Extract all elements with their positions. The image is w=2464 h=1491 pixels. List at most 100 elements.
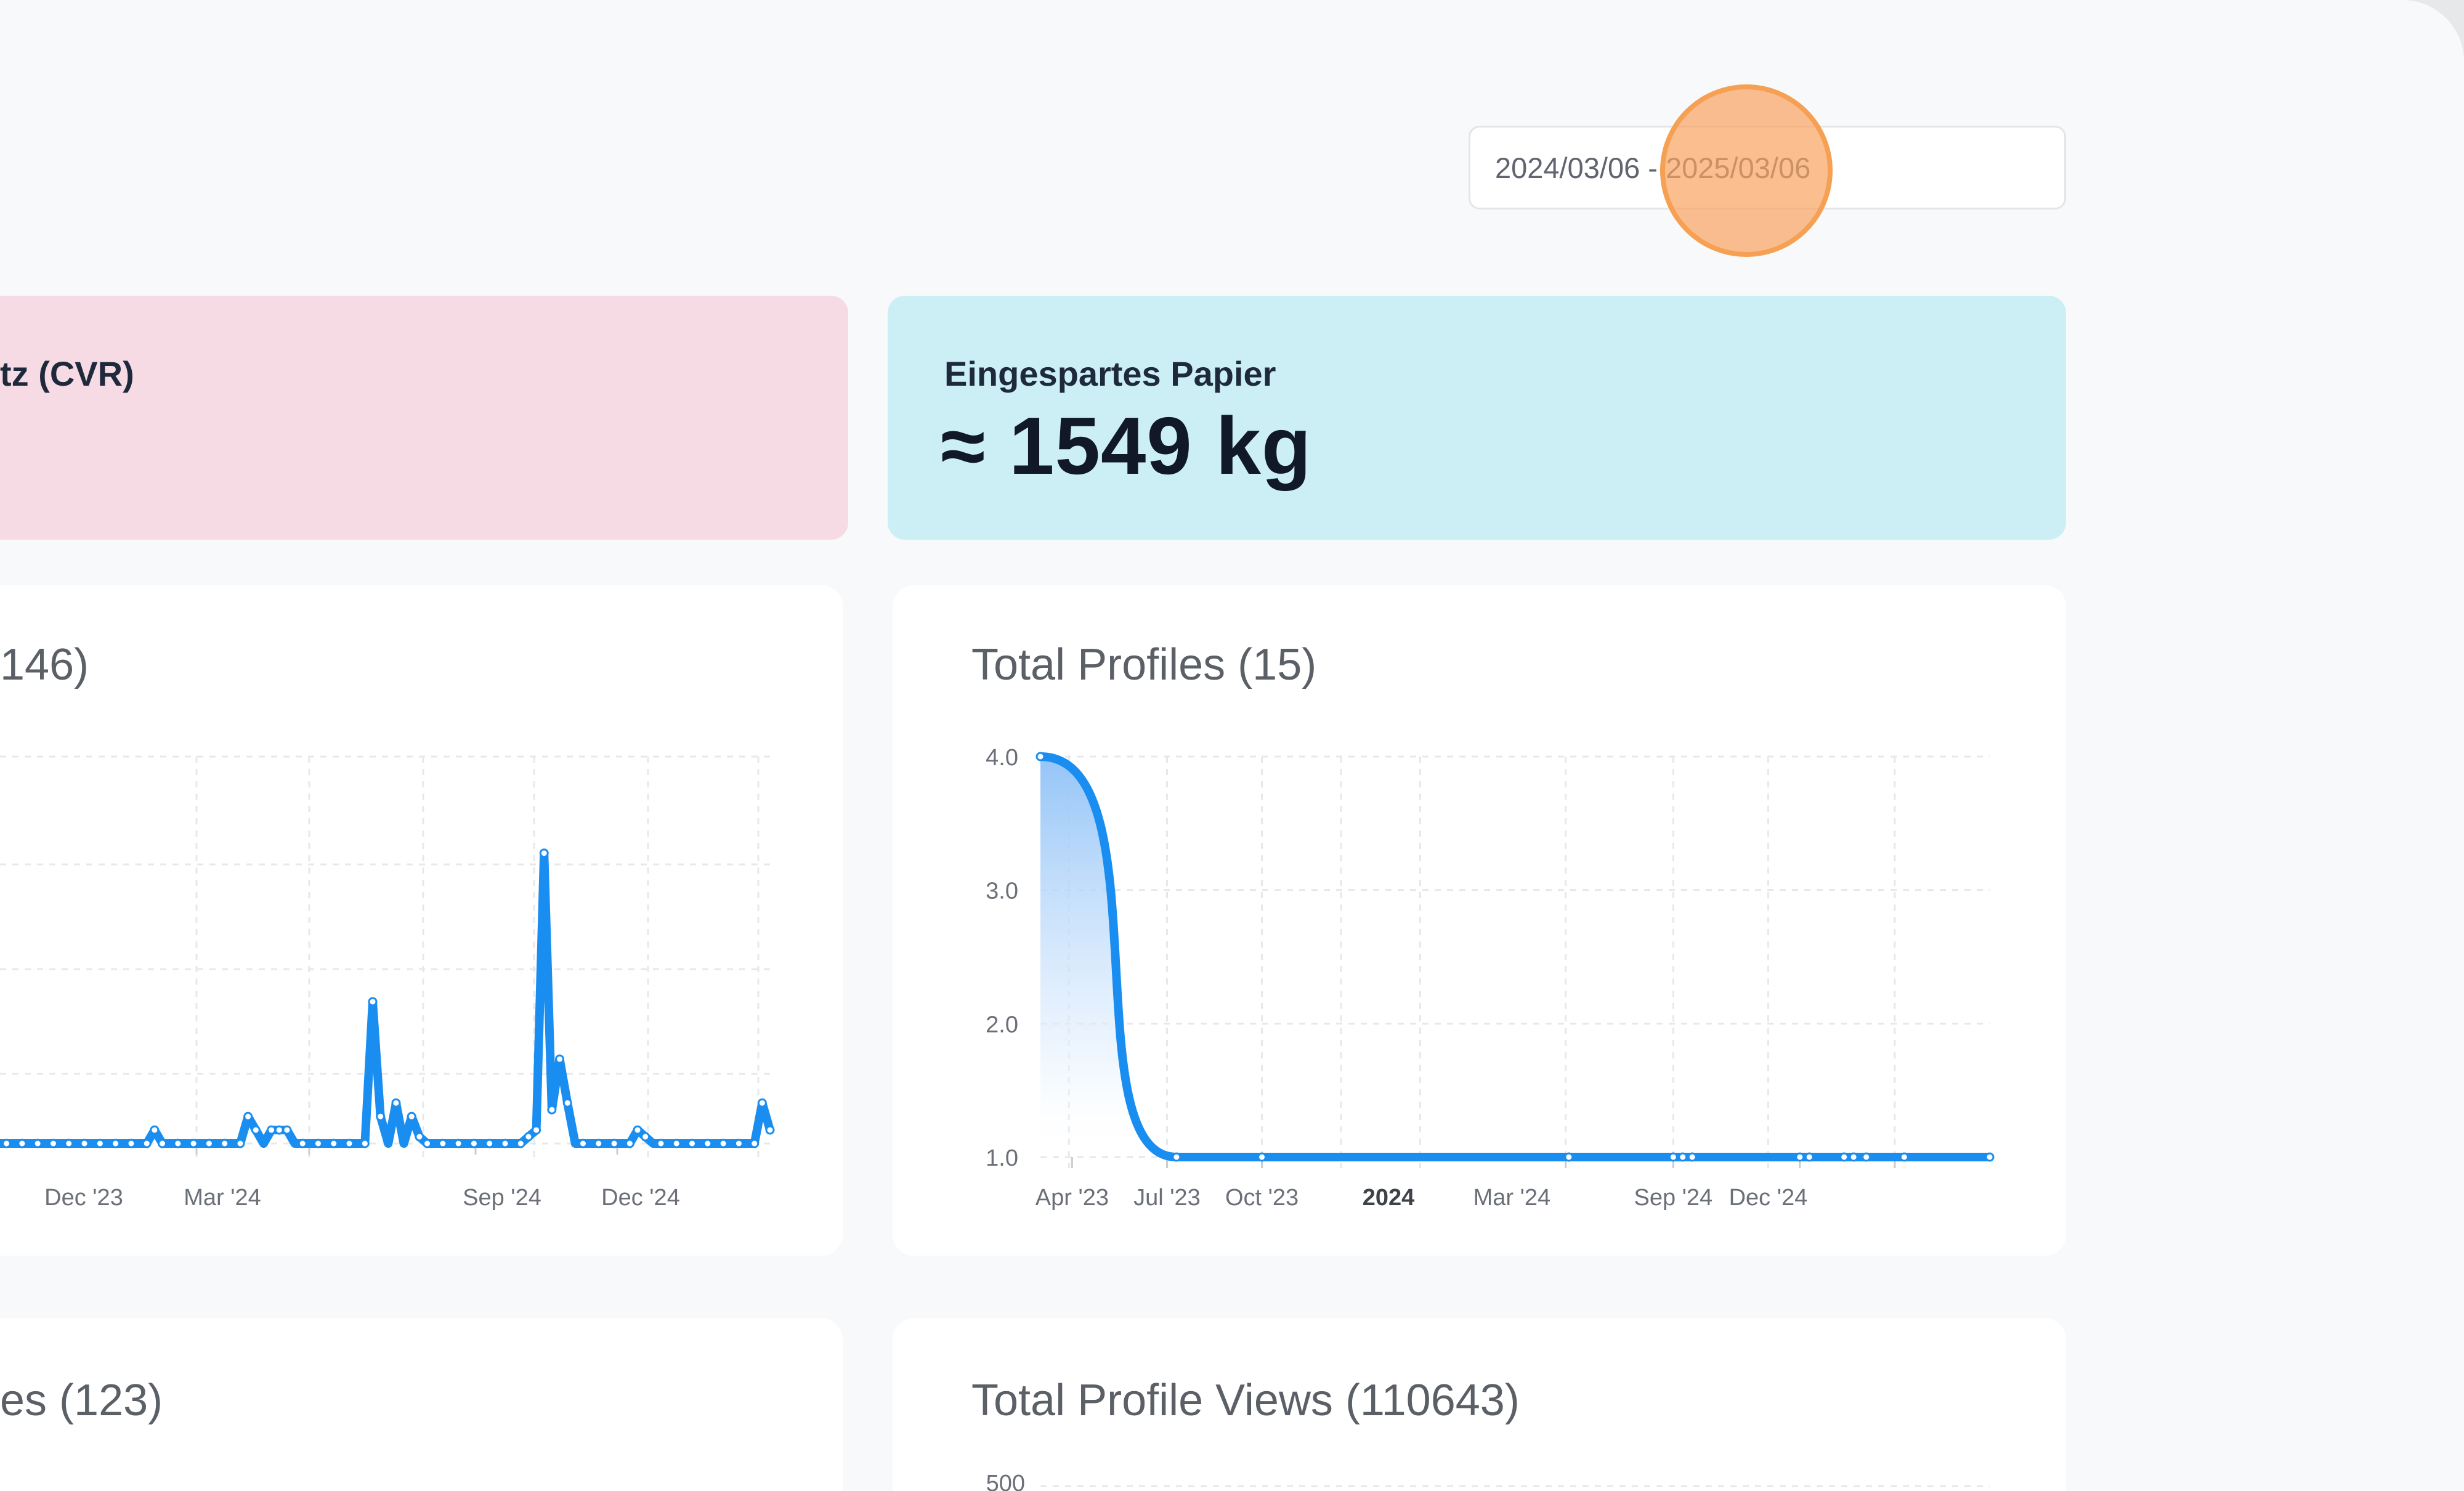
data-point (415, 1132, 424, 1142)
data-point (48, 1139, 58, 1148)
data-point (516, 1139, 525, 1148)
x-tick-label: Sep '24 (463, 1185, 541, 1211)
cursor-highlight (1660, 84, 1833, 257)
data-point (1862, 1152, 1871, 1162)
data-point (1678, 1152, 1688, 1162)
series-line (1036, 752, 1994, 1161)
data-point (703, 1139, 713, 1148)
x-tick-label: Sep '24 (1634, 1185, 1712, 1211)
data-point (376, 1111, 386, 1121)
data-point (524, 1132, 533, 1142)
chart-card-views: Total Profile Views (110643) 500 (893, 1318, 2066, 1491)
data-point (1564, 1152, 1574, 1162)
stat-label-cvr: tz (CVR) (0, 354, 134, 393)
data-point (33, 1139, 43, 1148)
x-tick-label: Oct '23 (1225, 1185, 1299, 1211)
x-tick-label: Dec '23 (44, 1185, 123, 1211)
data-point (438, 1139, 448, 1148)
data-point (313, 1139, 323, 1148)
data-point (734, 1139, 744, 1148)
data-point (1804, 1152, 1814, 1162)
chart-title-left-bottom: es (123) (0, 1376, 163, 1425)
data-point (2, 1139, 12, 1148)
stat-label-paper: Eingespartes Papier (944, 354, 1276, 393)
data-point (150, 1125, 160, 1135)
data-point (243, 1111, 253, 1121)
data-point (656, 1139, 666, 1148)
x-tick-label: Jul '23 (1133, 1185, 1201, 1211)
data-point (1985, 1152, 1995, 1162)
data-point (251, 1125, 261, 1135)
data-point (220, 1139, 230, 1148)
data-point (757, 1098, 767, 1108)
data-point (562, 1098, 572, 1108)
data-point (282, 1125, 292, 1135)
y-tick-label: 3.0 (986, 879, 1018, 904)
data-point (641, 1132, 650, 1142)
data-point (407, 1111, 416, 1121)
data-point (609, 1139, 619, 1148)
data-point (126, 1139, 136, 1148)
chart-card-left: : (146) Dec '23 Mar '24 Sep '24 Dec '24 (0, 585, 843, 1256)
data-point (360, 1139, 370, 1148)
data-point (204, 1139, 214, 1148)
data-point (267, 1125, 277, 1135)
data-point (687, 1139, 697, 1148)
data-point (274, 1125, 284, 1135)
data-point (547, 1105, 557, 1115)
data-point (158, 1139, 168, 1148)
y-tick-label: 4.0 (986, 745, 1018, 771)
data-point (765, 1125, 775, 1135)
data-point (1839, 1152, 1849, 1162)
data-point (625, 1139, 634, 1148)
data-point (532, 1125, 541, 1135)
y-tick-label: 2.0 (986, 1012, 1018, 1038)
data-point (391, 1098, 401, 1108)
data-point (671, 1139, 681, 1148)
data-point (344, 1139, 354, 1148)
data-point (555, 1054, 565, 1064)
data-point (1795, 1152, 1805, 1162)
data-point (368, 997, 378, 1007)
data-point (423, 1139, 432, 1148)
data-point (79, 1139, 89, 1148)
data-point (594, 1139, 604, 1148)
data-point (111, 1139, 121, 1148)
x-tick-label: Mar '24 (184, 1185, 261, 1211)
views-chart: 500 (986, 1471, 1990, 1491)
data-point (64, 1139, 74, 1148)
stat-card-paper: Eingespartes Papier ≈ 1549 kg (888, 296, 2066, 540)
stat-card-cvr: tz (CVR) (0, 296, 848, 540)
data-point (633, 1125, 642, 1135)
x-tick-label: Mar '24 (1473, 1185, 1551, 1211)
x-tick-label: Apr '23 (1035, 1185, 1109, 1211)
data-point (1849, 1152, 1858, 1162)
y-tick-label: 500 (986, 1471, 1025, 1491)
data-point (188, 1139, 198, 1148)
area-fill (1040, 757, 1990, 1157)
activity-chart: Dec '23 Mar '24 Sep '24 Dec '24 (0, 755, 775, 1211)
data-point (453, 1139, 463, 1148)
series-line (0, 848, 774, 1148)
data-point (142, 1139, 152, 1148)
stat-value-paper: ≈ 1549 kg (941, 400, 1312, 491)
data-point (95, 1139, 105, 1148)
chart-card-left-bottom: es (123) (0, 1318, 843, 1491)
profiles-chart: 4.0 3.0 2.0 1.0 Apr '23 Jul '23 Oct '23 2024 Mar… (986, 745, 1995, 1211)
data-point (578, 1139, 588, 1148)
data-point (718, 1139, 728, 1148)
data-point (17, 1139, 27, 1148)
data-point (1899, 1152, 1909, 1162)
data-point (1257, 1152, 1267, 1162)
chart-card-profiles: Total Profiles (15) 4.0 3.0 2.0 1.0 Apr '23 J… (893, 585, 2066, 1256)
chart-title-left: : (146) (0, 640, 89, 689)
data-point (1035, 752, 1045, 762)
data-point (485, 1139, 495, 1148)
x-tick-label: Dec '24 (601, 1185, 680, 1211)
data-point (1172, 1152, 1181, 1162)
data-point (539, 848, 549, 858)
data-point (235, 1139, 245, 1148)
data-point (500, 1139, 510, 1148)
data-point (173, 1139, 183, 1148)
data-point (1687, 1152, 1697, 1162)
